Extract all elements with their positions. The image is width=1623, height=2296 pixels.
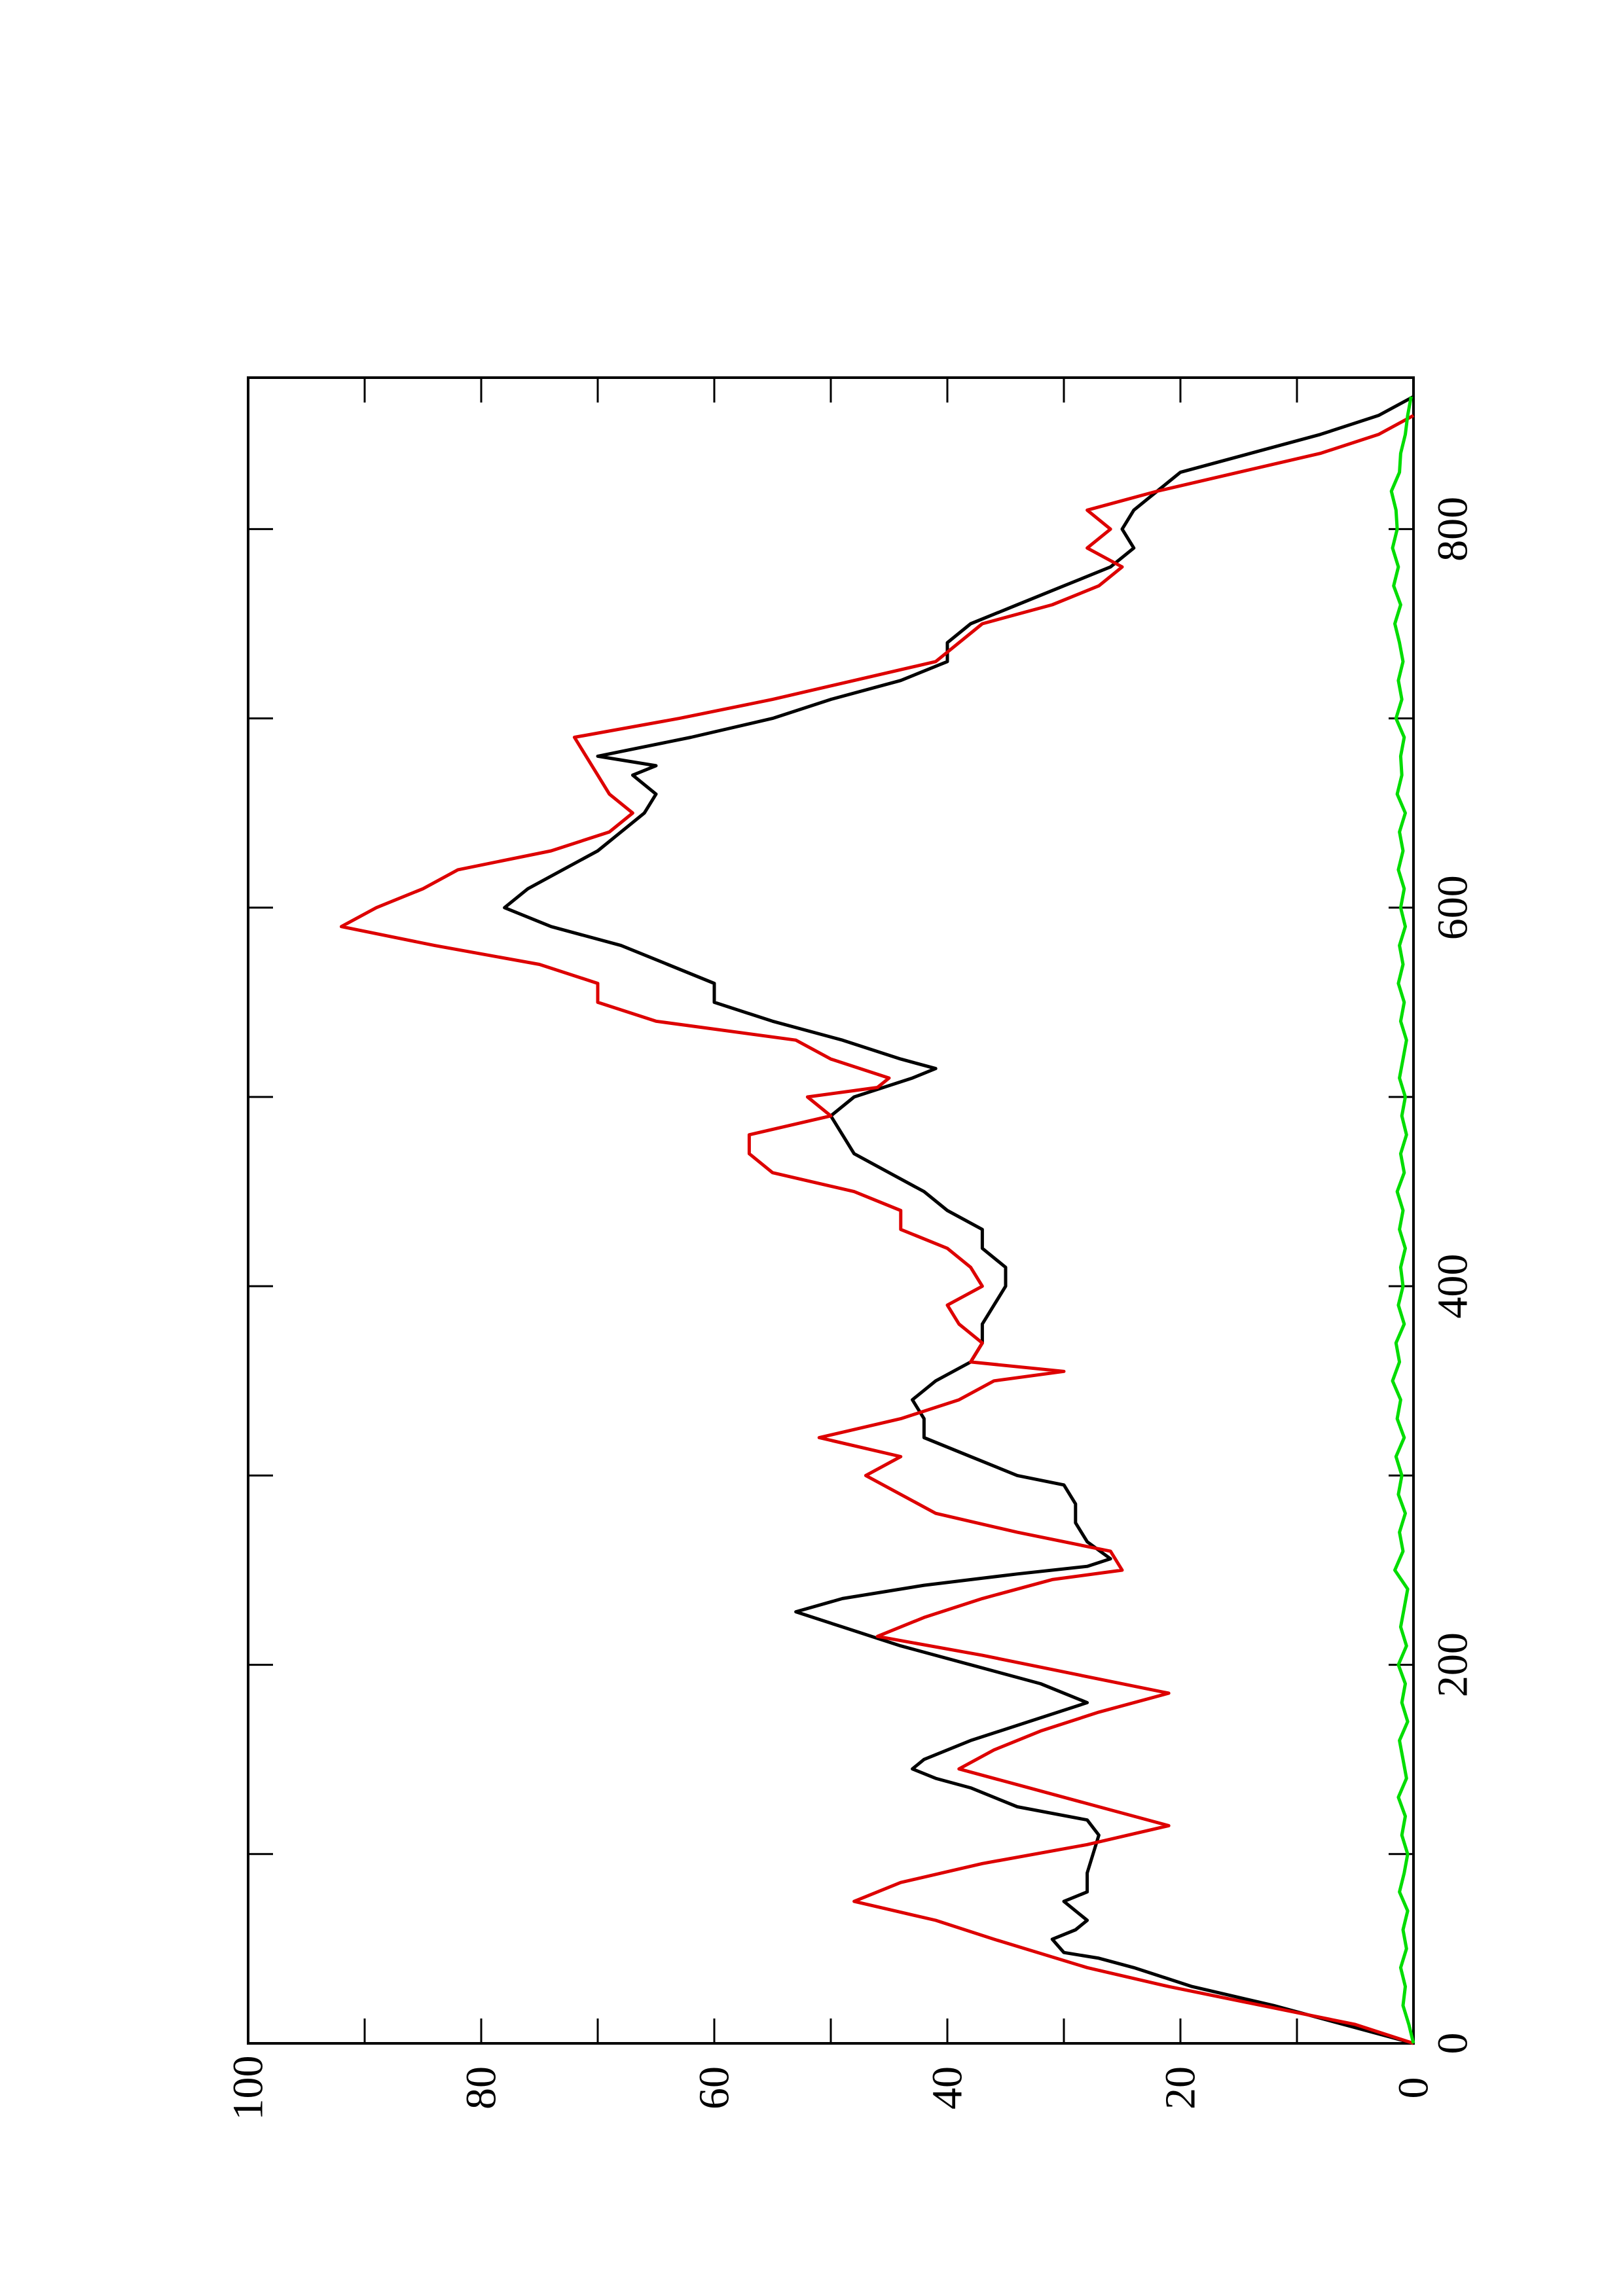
y-tick-label: 60 — [691, 2066, 739, 2109]
x-tick-label: 400 — [1429, 1254, 1477, 1319]
y-tick-label: 20 — [1157, 2066, 1205, 2109]
axis-tick-labels: 0 200 400 600 800 0 20 40 60 80 100 — [225, 497, 1477, 2121]
y-tick-label: 40 — [924, 2066, 972, 2109]
y-tick-label: 100 — [225, 2056, 272, 2121]
series-line-2 — [339, 414, 1415, 2045]
y-tick-label: 80 — [458, 2066, 505, 2109]
x-tick-label: 200 — [1429, 1632, 1477, 1697]
axis-ticks — [247, 378, 1415, 2045]
x-tick-label: 600 — [1429, 875, 1477, 940]
plot-frame — [247, 376, 1415, 2045]
y-tick-label: 0 — [1390, 2077, 1438, 2099]
series-line-3 — [1389, 396, 1415, 2044]
x-tick-label: 800 — [1429, 497, 1477, 562]
series-line-1 — [503, 395, 1415, 2045]
x-tick-label: 0 — [1429, 2033, 1477, 2054]
series-layer — [339, 395, 1415, 2045]
